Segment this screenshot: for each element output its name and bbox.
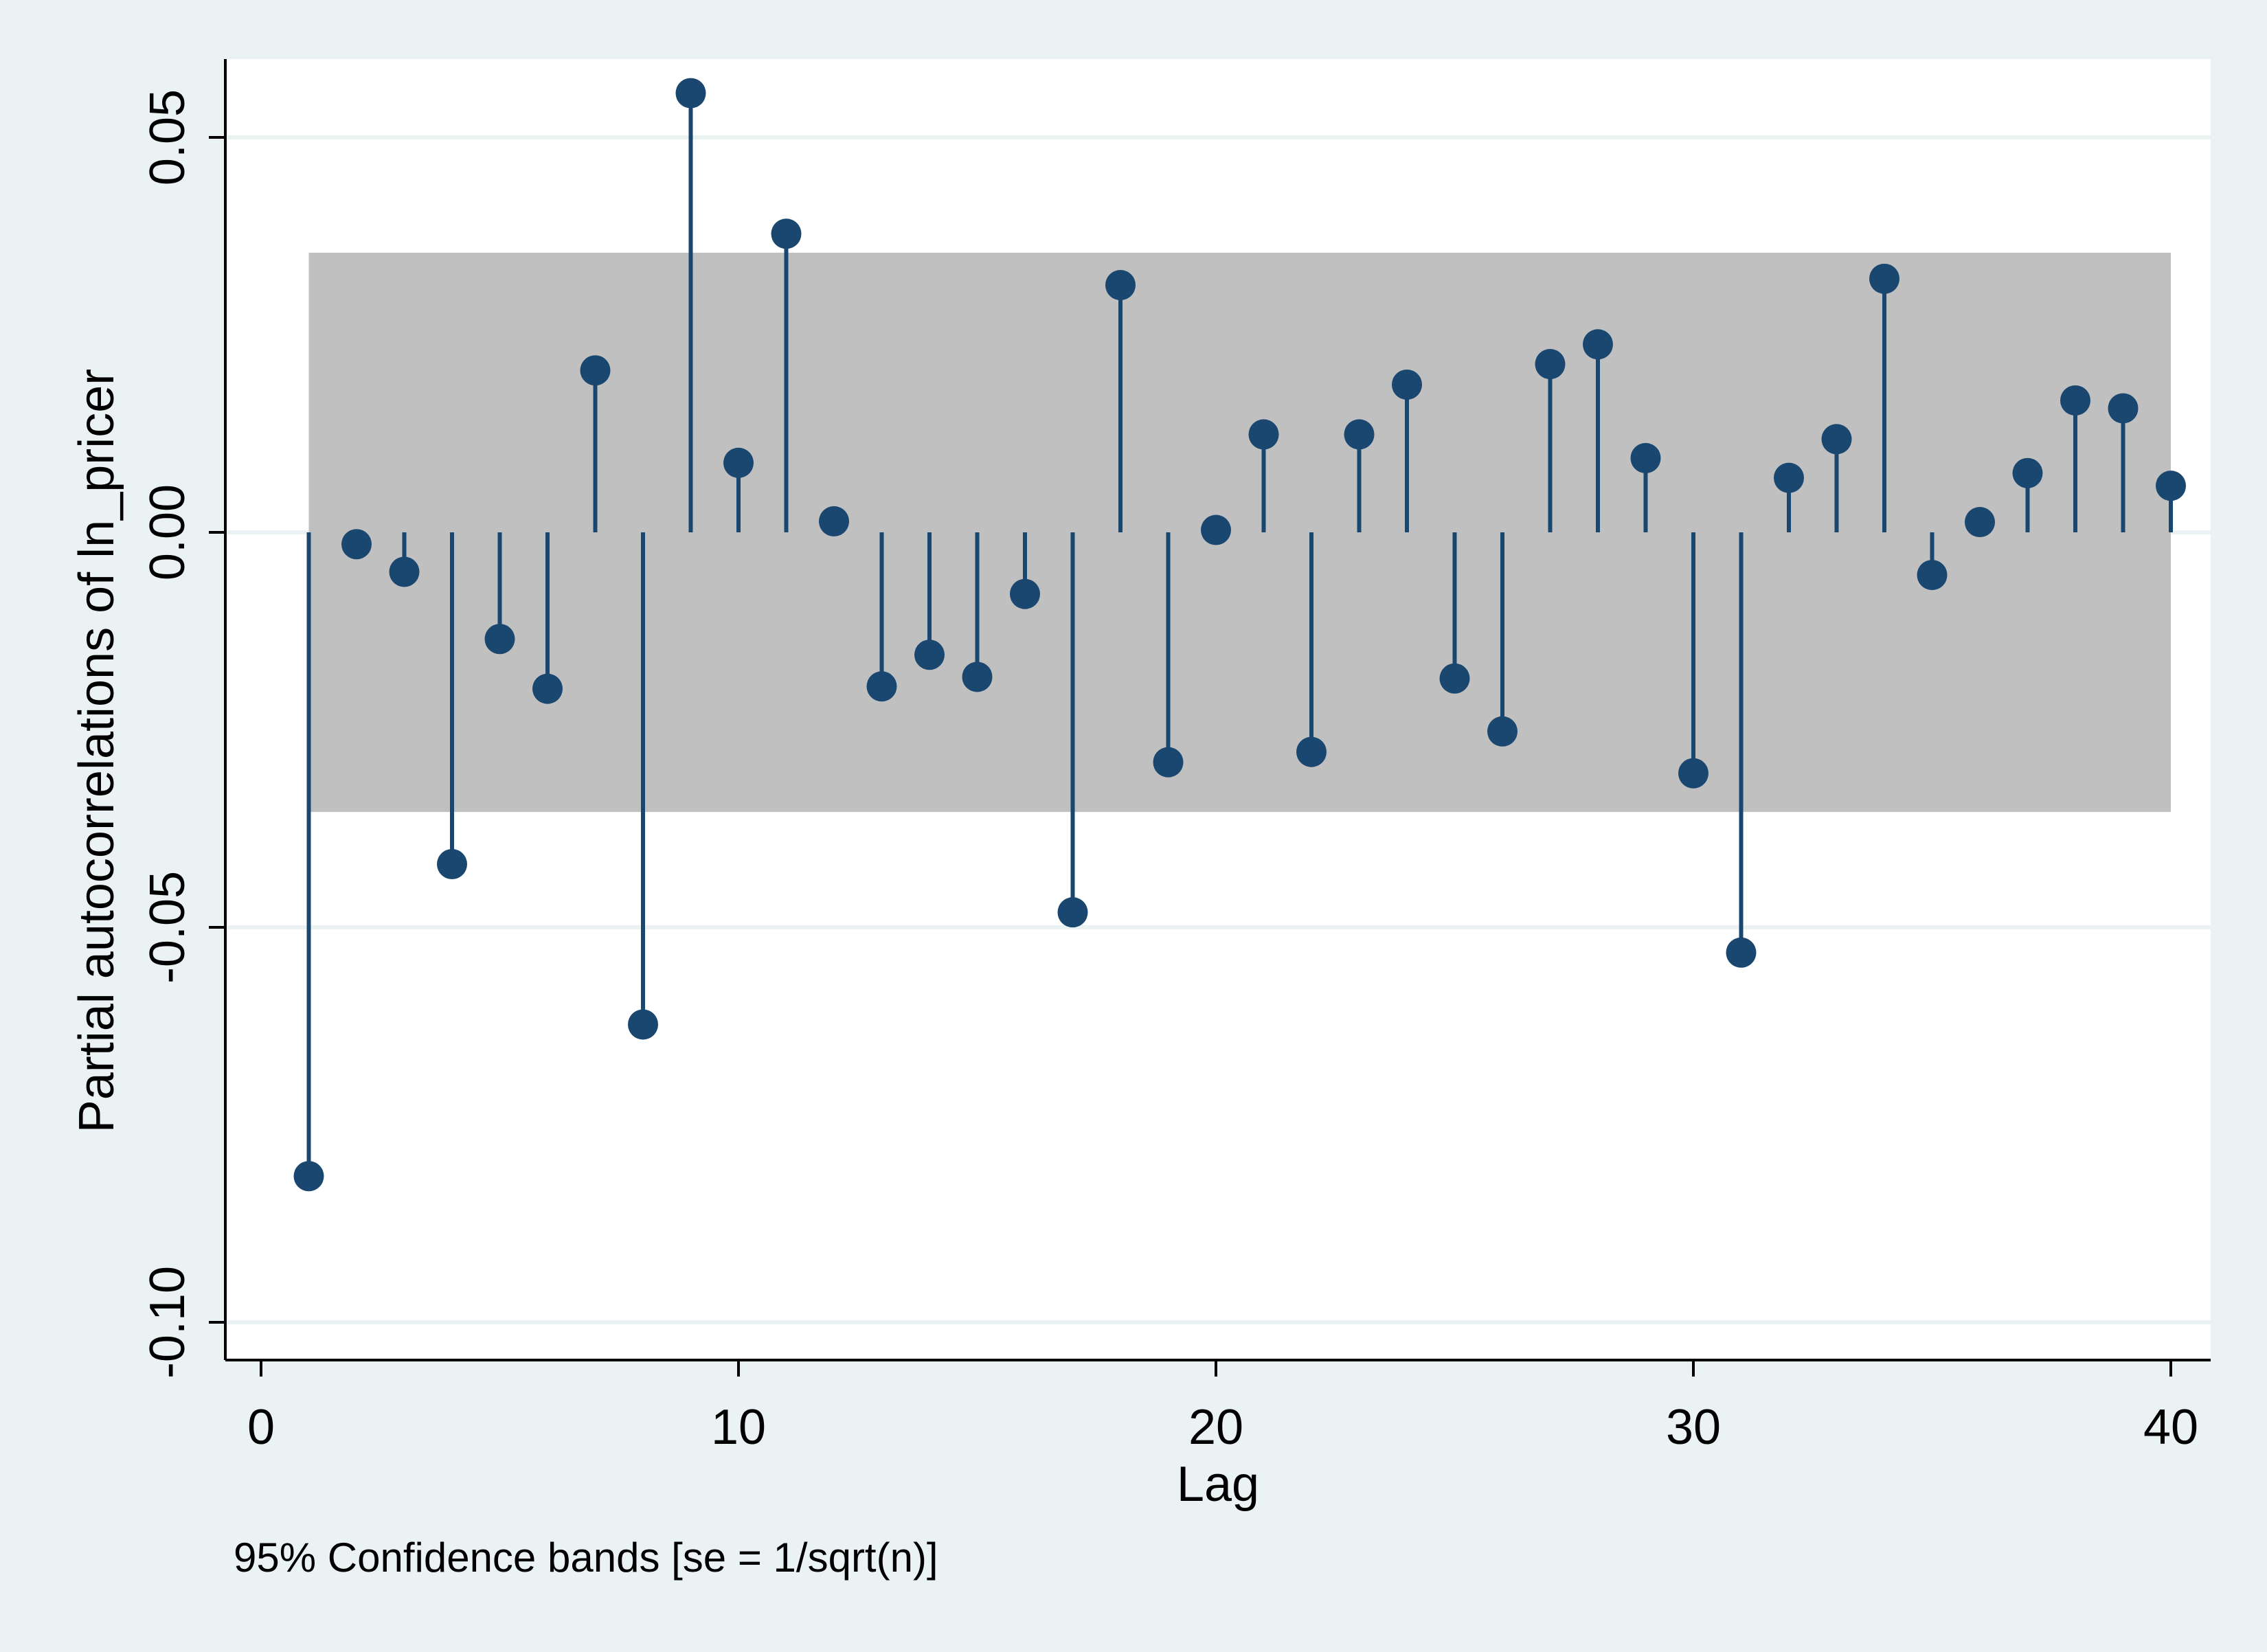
data-point-lag-36 (1965, 507, 1995, 538)
y-tick-label: -0.05 (140, 871, 195, 984)
data-point-lag-23 (1344, 419, 1375, 450)
data-point-lag-37 (2012, 457, 2043, 488)
chart-note: 95% Confidence bands [se = 1/sqrt(n)] (234, 1535, 938, 1581)
data-point-lag-34 (1869, 263, 1899, 294)
x-tick-label: 0 (247, 1400, 275, 1455)
data-point-lag-28 (1583, 329, 1613, 360)
data-point-lag-33 (1821, 424, 1852, 455)
x-tick-label: 10 (711, 1400, 766, 1455)
y-tick-label: -0.10 (140, 1266, 195, 1379)
x-tick-label: 20 (1188, 1400, 1243, 1455)
data-point-lag-31 (1726, 937, 1757, 968)
data-point-lag-1 (293, 1161, 324, 1192)
data-point-lag-2 (341, 529, 372, 560)
data-point-lag-13 (866, 671, 897, 702)
data-point-lag-21 (1248, 419, 1279, 450)
axes (224, 59, 2211, 1361)
data-point-lag-7 (580, 355, 611, 386)
data-point-lag-10 (723, 447, 754, 478)
data-point-lag-39 (2108, 393, 2139, 424)
data-point-lag-11 (771, 218, 802, 249)
x-tick-label: 30 (1666, 1400, 1721, 1455)
y-tick-label: 0.05 (140, 89, 195, 185)
data-point-lag-26 (1487, 716, 1518, 747)
data-point-lag-24 (1392, 369, 1422, 400)
data-point-lag-8 (628, 1009, 658, 1040)
data-point-lag-35 (1917, 560, 1948, 591)
data-point-lag-30 (1678, 758, 1708, 789)
data-point-lag-19 (1153, 747, 1184, 778)
data-point-lag-18 (1105, 270, 1136, 301)
data-point-lag-40 (2156, 471, 2186, 501)
data-point-lag-3 (389, 556, 420, 587)
data-point-lag-20 (1201, 514, 1231, 545)
data-point-lag-16 (1010, 578, 1040, 609)
data-point-lag-9 (675, 78, 706, 109)
data-point-lag-14 (914, 640, 945, 670)
data-point-lag-6 (532, 673, 563, 704)
markers (293, 78, 2186, 1192)
y-tick-label: 0.00 (140, 484, 195, 580)
data-point-lag-27 (1535, 349, 1566, 380)
data-point-lag-32 (1774, 462, 1804, 493)
data-point-lag-25 (1439, 663, 1470, 694)
tick-labels: -0.10 -0.05 0.00 0.05 0 10 20 30 40 (140, 89, 2198, 1455)
data-point-lag-12 (819, 506, 849, 536)
data-point-lag-29 (1630, 442, 1661, 473)
confidence-band (308, 252, 2171, 813)
data-point-lag-17 (1057, 897, 1088, 928)
x-axis-label: Lag (1177, 1457, 1259, 1512)
data-point-lag-15 (962, 661, 993, 692)
x-tick-label: 40 (2143, 1400, 2198, 1455)
data-point-lag-5 (484, 624, 515, 655)
data-point-lag-4 (437, 849, 467, 879)
data-point-lag-22 (1296, 736, 1327, 767)
data-point-lag-38 (2060, 385, 2090, 416)
y-axis-label: Partial autocorrelations of ln_pricer (69, 369, 124, 1133)
